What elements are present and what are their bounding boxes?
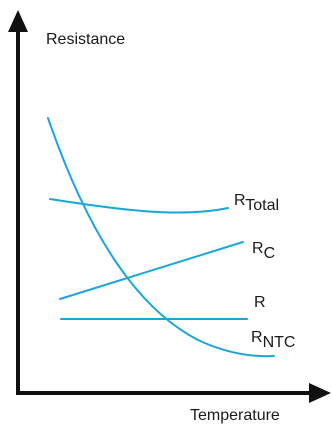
label-r-main: R [254, 294, 266, 311]
label-r-ntc-sub: NTC [263, 334, 296, 351]
label-r-total-sub: Total [245, 197, 279, 214]
y-axis-label: Resistance [46, 31, 125, 48]
label-r-total: RTotal [234, 192, 279, 214]
label-r: R [254, 294, 266, 311]
label-r-c-main: R [252, 240, 264, 257]
label-r-ntc: RNTC [251, 329, 295, 351]
label-r-total-main: R [234, 192, 245, 209]
x-axis-label: Temperature [190, 407, 280, 424]
curve-r-ntc [47, 117, 275, 358]
x-axis-arrowhead [309, 383, 331, 403]
y-axis-arrowhead [8, 10, 28, 32]
curve-r-total [49, 198, 229, 214]
label-r-c-sub: C [264, 245, 276, 262]
label-r-ntc-main: R [251, 329, 263, 346]
label-r-c: RC [252, 240, 275, 262]
curves [47, 117, 275, 358]
curve-r-c [59, 241, 244, 300]
axes [8, 10, 331, 403]
